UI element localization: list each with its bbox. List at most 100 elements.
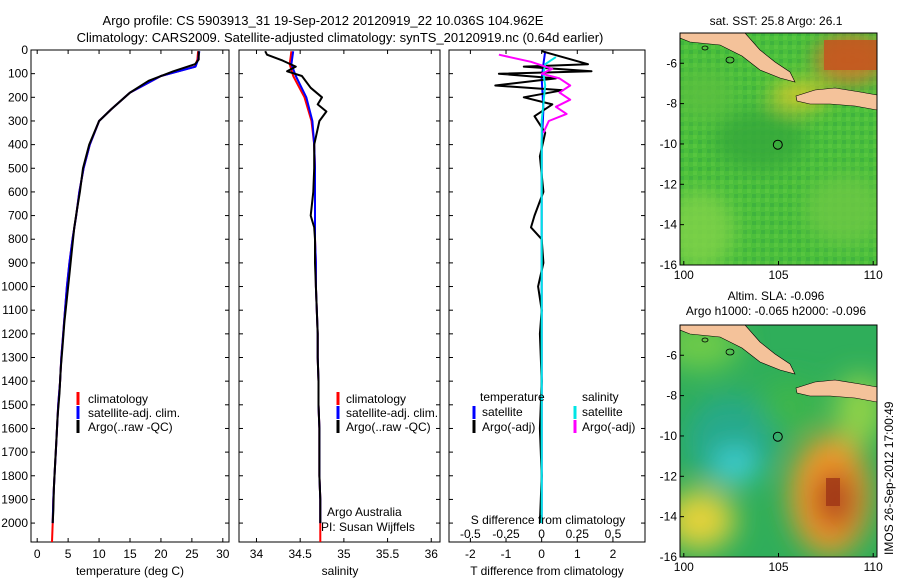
depth-tick-label: 0 <box>21 43 28 57</box>
java-land <box>795 379 877 403</box>
difference-axes-box <box>448 49 646 543</box>
sst-field <box>680 33 877 265</box>
argo-position-marker <box>772 431 783 442</box>
salinity-lines <box>264 50 328 542</box>
difference-legend-temperature: temperature satellite Argo(-adj) <box>472 390 545 434</box>
series-line-salinity-argo-adj- <box>498 53 572 134</box>
legend-temperature-heading: temperature <box>480 390 545 404</box>
difference-x-axis: -2 -1 0 1 2 <box>465 50 617 561</box>
timestamp-label: IMOS 26-Sep-2012 17:00:49 <box>882 401 896 555</box>
depth-tick-label: 800 <box>8 232 28 246</box>
principal-investigator-label: PI: Susan Wijffels <box>321 520 415 534</box>
x-tick-label: 0 <box>34 547 41 561</box>
difference-legend-salinity: salinity satellite Argo(-adj) <box>573 390 635 434</box>
depth-tick-label: 1300 <box>1 351 28 365</box>
x-tick-label: 34 <box>250 547 264 561</box>
x-tick-label: 15 <box>123 547 137 561</box>
sst-map-ticks: 100 105 110 -6 -8 -10 -12 -14 -16 <box>660 56 883 282</box>
sla-map: Altim. SLA: -0.096 Argo h1000: -0.065 h2… <box>660 289 883 574</box>
sumatra-land <box>680 33 796 83</box>
x-tick-label: 35.5 <box>376 547 400 561</box>
island-outline <box>701 337 709 343</box>
depth-tick-label: 1000 <box>1 280 28 294</box>
salinity-depth-ticks <box>239 49 440 524</box>
x-tick-label: 35 <box>337 547 351 561</box>
difference-depth-ticks <box>449 49 645 524</box>
lat-tick-label: -8 <box>666 389 677 403</box>
depth-tick-label: 2000 <box>1 516 28 530</box>
sla-high-core <box>826 478 840 506</box>
series-line-argo-raw-qc- <box>51 51 200 524</box>
salinity-difference-xlabel: S difference from climatology <box>471 513 626 527</box>
lat-tick-label: -14 <box>660 218 678 232</box>
sla-map-ticks: 100 105 110 -6 -8 -10 -12 -14 -16 <box>660 348 883 574</box>
temperature-panel: 0100200300400500600700800900100011001200… <box>1 43 230 578</box>
legend-salinity-heading: salinity <box>582 390 619 404</box>
sst-warm-patch <box>824 40 877 70</box>
salinity-legend-satellite: satellite-adj. clim. <box>346 406 438 420</box>
x-tick-label: 25 <box>185 547 199 561</box>
x-tick-label: 10 <box>92 547 106 561</box>
lat-tick-label: -8 <box>666 97 677 111</box>
temperature-legend: climatology satellite-adj. clim. Argo(..… <box>76 392 180 434</box>
lon-tick-label: 105 <box>768 268 788 282</box>
x-tick-label: 2 <box>610 547 617 561</box>
series-line-argo-raw-qc- <box>264 50 328 524</box>
sst-map-title: sat. SST: 25.8 Argo: 26.1 <box>710 14 843 28</box>
island-outline <box>725 56 735 64</box>
legend-sal-satellite: satellite <box>582 405 623 419</box>
java-land <box>795 87 877 111</box>
x-tick-label: -1 <box>501 547 512 561</box>
x-tick-label: 5 <box>65 547 72 561</box>
depth-tick-label: 1900 <box>1 492 28 506</box>
lat-tick-label: -12 <box>660 469 678 483</box>
depth-tick-label: 700 <box>8 209 28 223</box>
sumatra-land <box>680 325 796 375</box>
lat-tick-label: -6 <box>666 56 677 70</box>
temperature-legend-argo: Argo(..raw -QC) <box>88 420 173 434</box>
salinity-difference-tick-label: -0.5 <box>460 527 481 541</box>
x-tick-label: 30 <box>216 547 230 561</box>
temperature-lines <box>51 51 201 543</box>
lat-tick-label: -16 <box>660 550 678 564</box>
depth-tick-label: 1700 <box>1 445 28 459</box>
depth-tick-label: 900 <box>8 256 28 270</box>
figure-title-line1: Argo profile: CS 5903913_31 19-Sep-2012 … <box>103 13 544 28</box>
salinity-legend-climatology: climatology <box>346 392 406 406</box>
lat-tick-label: -16 <box>660 258 678 272</box>
lat-tick-label: -6 <box>666 348 677 362</box>
x-tick-label: 0 <box>538 547 545 561</box>
depth-tick-label: 1800 <box>1 469 28 483</box>
lat-tick-label: -10 <box>660 137 678 151</box>
depth-tick-label: 300 <box>8 114 28 128</box>
sla-field <box>680 325 877 557</box>
lon-tick-label: 100 <box>674 560 694 574</box>
legend-sal-argo: Argo(-adj) <box>582 420 635 434</box>
x-tick-label: 20 <box>154 547 168 561</box>
temperature-x-axis: 0 5 10 15 20 25 30 <box>34 50 230 561</box>
depth-tick-label: 200 <box>8 90 28 104</box>
salinity-difference-tick-label: 0.25 <box>566 527 590 541</box>
legend-temp-argo: Argo(-adj) <box>482 420 535 434</box>
x-tick-label: 34.5 <box>288 547 312 561</box>
x-tick-label: 1 <box>574 547 581 561</box>
sst-shading <box>680 35 877 265</box>
depth-tick-label: 600 <box>8 185 28 199</box>
salinity-legend: climatology satellite-adj. clim. Argo(..… <box>336 392 438 434</box>
depth-tick-label: 100 <box>8 67 28 81</box>
argo-position-marker <box>772 139 783 150</box>
depth-tick-label: 1200 <box>1 327 28 341</box>
salinity-panel: 34 34.5 35 35.5 36 salinity climatology sate… <box>238 49 441 578</box>
depth-tick-label: 400 <box>8 138 28 152</box>
salinity-axes-box <box>238 49 441 543</box>
lat-tick-label: -12 <box>660 177 678 191</box>
legend-temp-satellite: satellite <box>482 405 523 419</box>
salinity-difference-tick-label: -0.25 <box>492 527 520 541</box>
difference-panel: -2 -1 0 1 2 -0.5 -0.25 0 0.25 0.5 S difference f… <box>448 49 646 578</box>
sst-map: sat. SST: 25.8 Argo: 26.1 100 105 110 -6 -8 -… <box>660 14 883 282</box>
x-tick-label: -2 <box>465 547 476 561</box>
series-line-temperature-argo-adj- <box>494 50 593 524</box>
difference-lines <box>494 50 593 524</box>
float-owner-label: Argo Australia <box>327 505 402 519</box>
